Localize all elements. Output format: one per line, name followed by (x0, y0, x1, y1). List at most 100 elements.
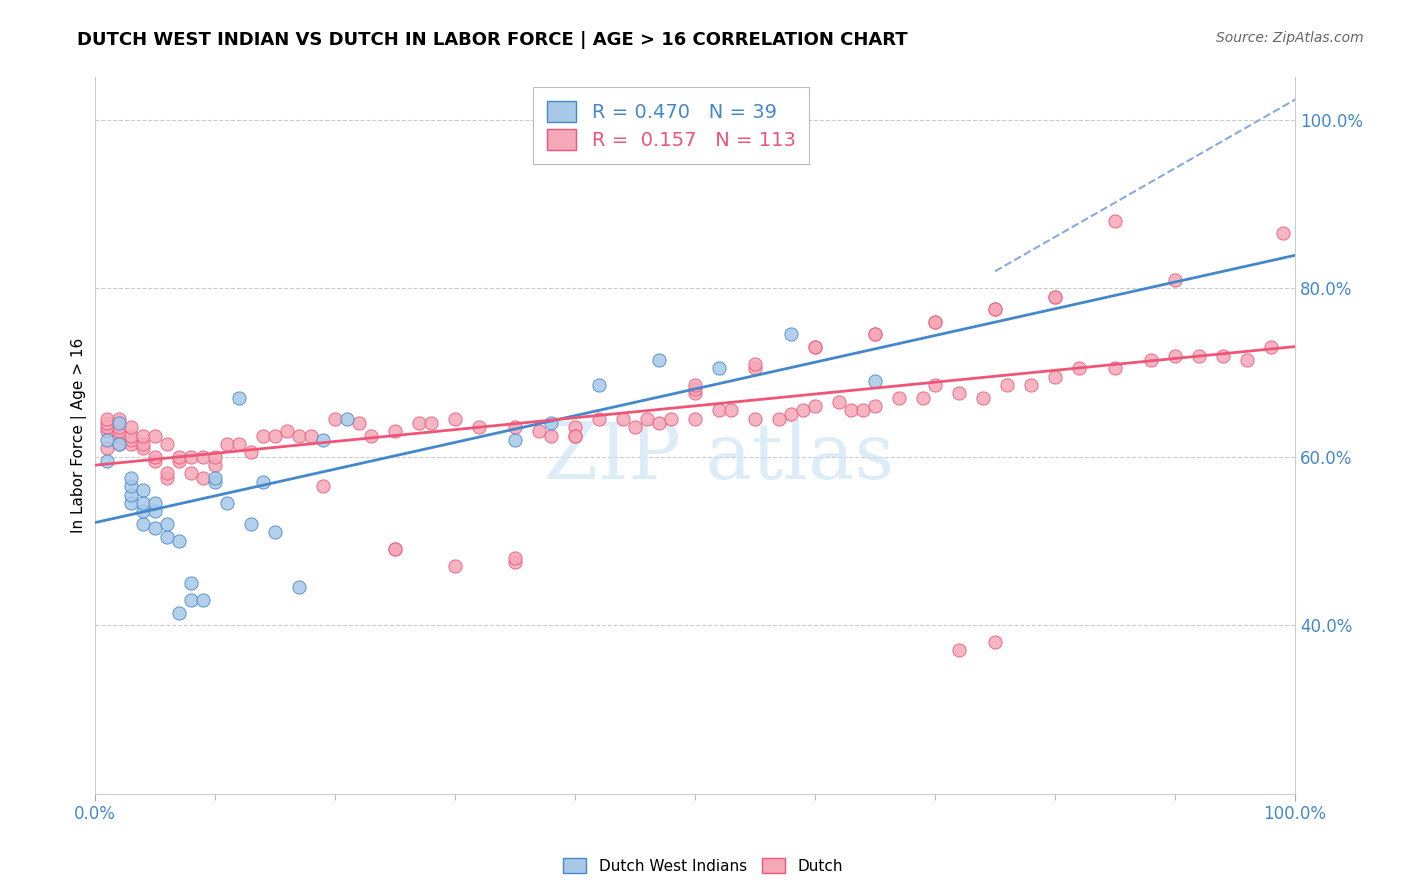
Point (120, 471, 142, 485)
Point (108, 437, 131, 451)
Point (995, 378, 1018, 392)
Point (108, 425, 131, 439)
Point (1043, 289, 1066, 303)
Point (863, 327, 886, 342)
Point (108, 416, 131, 430)
Point (384, 425, 406, 439)
Point (132, 437, 155, 451)
Point (588, 411, 610, 425)
Point (804, 340, 827, 354)
Point (360, 428, 382, 442)
Point (636, 411, 658, 425)
Point (527, 425, 550, 439)
Point (180, 450, 202, 464)
Point (204, 471, 226, 485)
Point (1140, 352, 1163, 367)
Point (948, 386, 970, 401)
Point (659, 411, 682, 425)
Point (312, 479, 335, 493)
Point (720, 403, 742, 417)
Point (984, 302, 1007, 317)
Point (384, 542, 406, 557)
Point (948, 643, 970, 657)
Point (156, 467, 179, 481)
Text: DUTCH WEST INDIAN VS DUTCH IN LABOR FORCE | AGE > 16 CORRELATION CHART: DUTCH WEST INDIAN VS DUTCH IN LABOR FORC… (77, 31, 908, 49)
Point (924, 315, 946, 329)
Point (96, 441, 118, 455)
Point (683, 411, 706, 425)
Point (744, 361, 766, 376)
Point (132, 428, 155, 442)
Point (143, 454, 166, 468)
Point (1104, 213, 1126, 227)
Point (96, 411, 118, 425)
Point (120, 487, 142, 501)
Point (852, 403, 875, 417)
Point (972, 391, 994, 405)
Point (143, 450, 166, 464)
Point (540, 416, 562, 430)
Point (648, 352, 671, 367)
Point (768, 411, 790, 425)
Point (312, 433, 335, 447)
Point (780, 408, 803, 422)
Point (540, 428, 562, 442)
Point (156, 516, 179, 531)
Point (167, 450, 190, 464)
Point (804, 399, 827, 413)
Point (132, 516, 155, 531)
Point (143, 428, 166, 442)
Point (503, 420, 526, 434)
Legend: Dutch West Indians, Dutch: Dutch West Indians, Dutch (557, 852, 849, 880)
Point (863, 399, 886, 413)
Point (96, 416, 118, 430)
Point (347, 416, 370, 430)
Point (96, 433, 118, 447)
Point (1043, 289, 1066, 303)
Point (204, 475, 226, 489)
Point (217, 496, 239, 510)
Point (228, 437, 250, 451)
Point (143, 496, 166, 510)
Point (96, 425, 118, 439)
Point (143, 504, 166, 518)
Point (120, 420, 142, 434)
Point (217, 437, 239, 451)
Point (156, 471, 179, 485)
Point (984, 635, 1007, 649)
Point (588, 378, 610, 392)
Point (167, 606, 190, 620)
Point (252, 475, 274, 489)
Point (564, 428, 586, 442)
Point (204, 458, 226, 472)
Point (1272, 227, 1295, 241)
Point (683, 386, 706, 401)
Point (1043, 369, 1066, 384)
Point (180, 576, 202, 591)
Point (707, 403, 730, 417)
Point (444, 559, 467, 574)
Point (1260, 340, 1282, 354)
Point (193, 471, 215, 485)
Point (156, 437, 179, 451)
Point (132, 504, 155, 518)
Point (863, 327, 886, 342)
Point (108, 411, 131, 425)
Point (503, 550, 526, 565)
Point (804, 340, 827, 354)
Point (132, 483, 155, 498)
Point (924, 378, 946, 392)
Legend: R = 0.470   N = 39, R =  0.157   N = 113: R = 0.470 N = 39, R = 0.157 N = 113 (533, 87, 808, 163)
Point (96, 420, 118, 434)
Point (323, 411, 346, 425)
Point (132, 496, 155, 510)
Point (1212, 349, 1234, 363)
Point (143, 521, 166, 535)
Point (167, 533, 190, 548)
Point (984, 302, 1007, 317)
Point (1104, 361, 1126, 376)
Point (108, 420, 131, 434)
Point (792, 403, 814, 417)
Point (132, 441, 155, 455)
Point (384, 542, 406, 557)
